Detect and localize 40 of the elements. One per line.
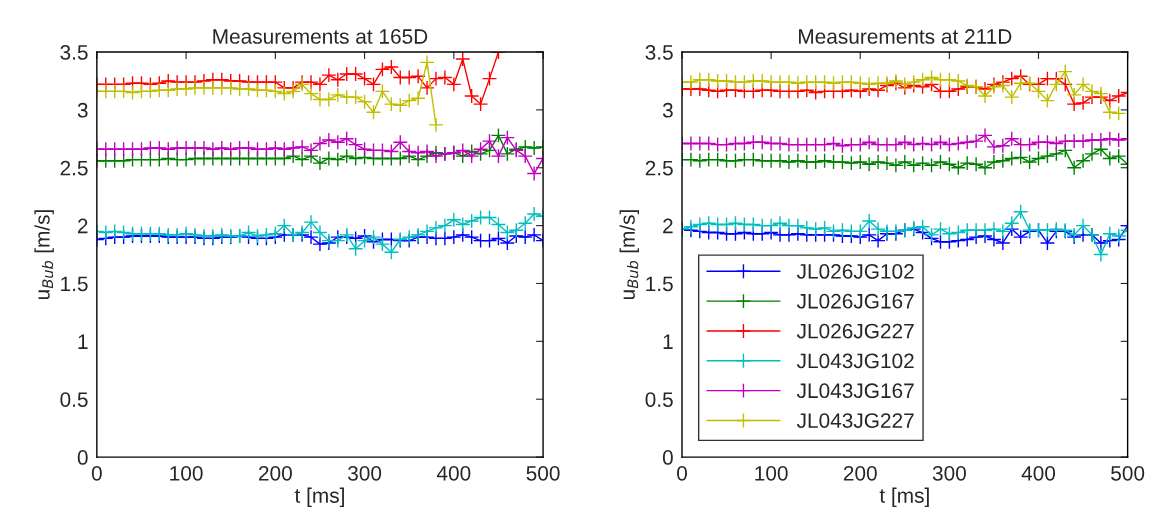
- x-tick-label: 0: [91, 465, 102, 481]
- x-tick-label: 100: [755, 465, 788, 481]
- x-tick-label: 500: [526, 465, 560, 481]
- x-axis-title: t [ms]: [879, 487, 929, 508]
- y-axis-title: u$_{Bub}$ [m/s]: [619, 210, 639, 300]
- y-tick-label: 0: [662, 450, 673, 465]
- y-axis-title: u$_{Bub}$ [m/s]: [34, 210, 54, 300]
- chart-title: Measurements at 211D: [799, 29, 1012, 44]
- legend-label: JL026JG102: [796, 264, 914, 279]
- y-tick-label: 1: [663, 334, 673, 349]
- chart-title: Measurements at 165D: [213, 29, 428, 44]
- y-tick-label: 3: [77, 102, 88, 118]
- y-tick-label: 0.5: [645, 392, 673, 407]
- y-tick-label: 1: [78, 334, 88, 349]
- x-tick-label: 400: [1021, 465, 1056, 481]
- x-axis-title: t [ms]: [294, 487, 344, 508]
- y-tick-label: 2: [77, 218, 88, 234]
- y-tick-label: 2.5: [60, 160, 88, 176]
- legend-label: JL026JG227: [796, 323, 914, 339]
- y-tick-label: 2.5: [645, 160, 673, 176]
- x-tick-label: 200: [259, 465, 292, 481]
- y-tick-label: 0.5: [60, 392, 88, 407]
- x-tick-label: 200: [843, 465, 877, 481]
- y-tick-label: 1.5: [646, 276, 673, 292]
- legend-label: JL026JG167: [796, 293, 914, 309]
- legend-label: JL043JG102: [796, 353, 914, 369]
- x-tick-label: 300: [347, 465, 382, 481]
- legend-label: JL043JG167: [796, 383, 914, 399]
- y-tick-label: 2: [663, 218, 673, 234]
- x-tick-label: 400: [436, 465, 471, 481]
- y-tick-label: 3: [662, 102, 673, 118]
- x-tick-label: 0: [677, 465, 687, 481]
- y-tick-label: 3.5: [60, 45, 88, 60]
- x-tick-label: 300: [932, 465, 966, 481]
- x-tick-label: 100: [170, 465, 203, 481]
- y-tick-label: 0: [77, 450, 88, 465]
- legend-label: JL043JG227: [796, 413, 914, 428]
- y-tick-label: 3.5: [645, 45, 673, 60]
- x-tick-label: 500: [1111, 465, 1145, 481]
- y-tick-label: 1.5: [61, 276, 88, 292]
